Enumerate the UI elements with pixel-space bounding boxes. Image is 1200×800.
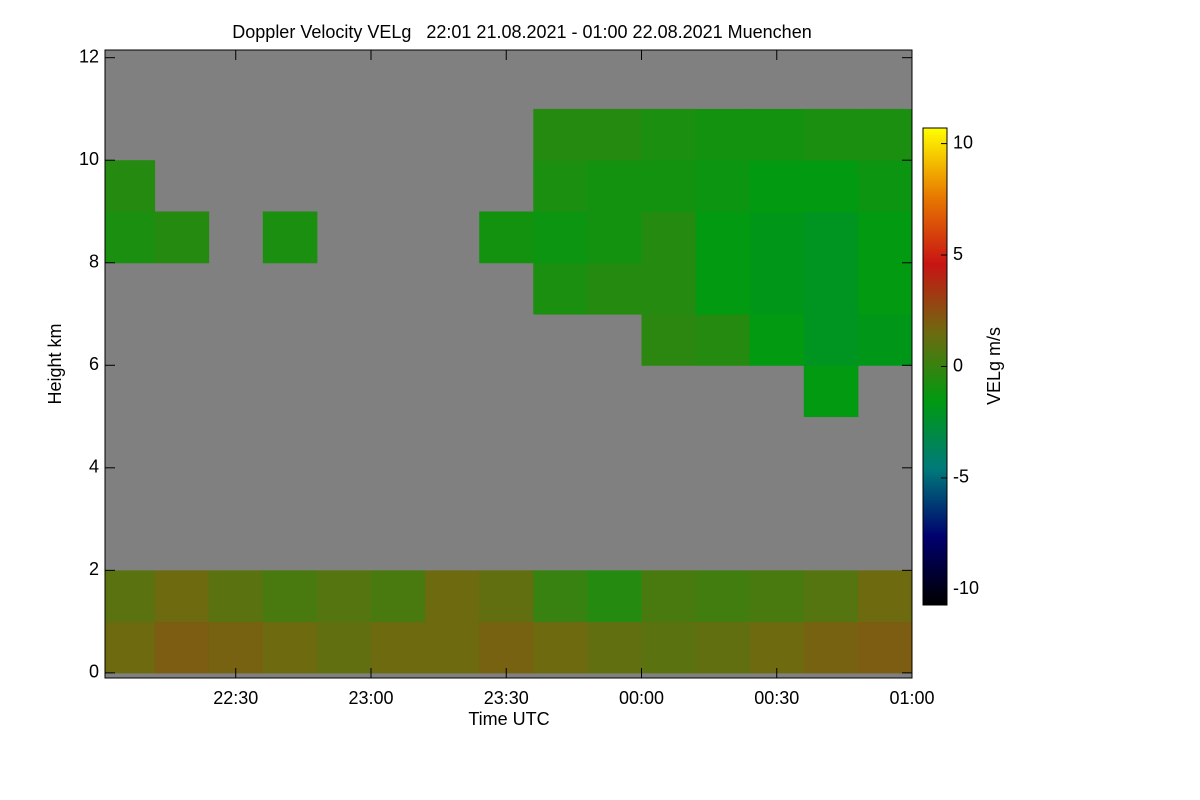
heatmap-cell [533,160,588,212]
y-tick-label: 8 [89,252,99,272]
heatmap-cell [262,570,318,623]
heatmap-cell [587,160,642,212]
heatmap-cell [105,211,156,264]
heatmap-cell [370,570,426,623]
heatmap-cell [154,621,210,674]
heatmap-cell [695,160,751,212]
heatmap-cell [857,211,912,264]
heatmap-cell [641,314,697,366]
x-tick-label: 22:30 [213,688,258,708]
colorbar-tick-label: 5 [953,244,963,264]
heatmap-cell [208,621,264,674]
heatmap-cell [587,570,642,623]
colorbar-label: VELg m/s [984,327,1004,405]
heatmap-cell [105,160,156,212]
heatmap-cell [803,108,859,161]
heatmap-cell [641,160,697,212]
heatmap-cell [316,621,372,674]
plot-area [105,50,912,678]
heatmap-cell [262,621,318,674]
heatmap-cell [262,211,318,264]
heatmap-cell [154,211,210,264]
y-tick-label: 10 [79,149,99,169]
y-tick-label: 4 [89,457,99,477]
x-tick-label: 01:00 [889,688,934,708]
heatmap-cell [208,570,264,623]
chart-title: Doppler Velocity VELg 22:01 21.08.2021 -… [232,22,811,42]
heatmap-cell [803,570,859,623]
heatmap-cell [479,211,534,264]
heatmap-cell [749,262,805,315]
heatmap-cell [695,570,751,623]
heatmap-cell [479,570,534,623]
heatmap-cell [587,262,642,315]
heatmap-cell [803,365,859,418]
heatmap-cell [695,108,751,161]
heatmap-cell [479,621,534,674]
colorbar-tick-label: 0 [953,355,963,375]
heatmap-cell [803,160,859,212]
heatmap-cell [695,314,751,366]
heatmap-cell [857,160,912,212]
heatmap-cell [749,621,805,674]
x-tick-label: 23:30 [484,688,529,708]
heatmap-cell [425,570,480,623]
heatmap-cell [533,621,588,674]
heatmap-cell [641,621,697,674]
y-tick-label: 0 [89,662,99,682]
heatmap-cell [857,314,912,366]
x-tick-label: 00:30 [754,688,799,708]
heatmap-cell [803,314,859,366]
heatmap-cell [154,570,210,623]
heatmap-cell [641,570,697,623]
heatmap-cell [105,621,156,674]
y-tick-label: 2 [89,559,99,579]
heatmap-cell [749,570,805,623]
heatmap-cell [425,621,480,674]
heatmap-cell [857,262,912,315]
heatmap-cell [587,621,642,674]
heatmap-cell [695,262,751,315]
x-axis-label: Time UTC [468,709,549,729]
heatmap-cell [749,108,805,161]
heatmap-cell [641,211,697,264]
heatmap-cell [105,570,156,623]
heatmap-cell [587,211,642,264]
y-axis-label: Height km [45,323,65,404]
y-tick-label: 12 [79,46,99,66]
heatmap-cell [695,621,751,674]
x-tick-label: 00:00 [619,688,664,708]
heatmap-cell [857,570,912,623]
heatmap-cell [749,160,805,212]
colorbar-tick-label: 10 [953,132,973,152]
x-tick-label: 23:00 [348,688,393,708]
heatmap-cell [857,621,912,674]
heatmap-cell [316,570,372,623]
heatmap-cell [641,108,697,161]
heatmap-cell [587,108,642,161]
heatmap-cell [857,108,912,161]
heatmap-cell [803,621,859,674]
heatmap-cell [533,108,588,161]
heatmap-cell [695,211,751,264]
heatmap-cell [533,262,588,315]
heatmap-cell [533,570,588,623]
heatmap-cell [533,211,588,264]
heatmap-cell [749,314,805,366]
plot-frame [104,49,913,679]
heatmap-cell [803,211,859,264]
heatmap-cell [749,211,805,264]
colorbar-tick-label: -10 [953,578,979,598]
heatmap-cell [370,621,426,674]
colorbar-tick-label: -5 [953,467,969,487]
y-tick-label: 6 [89,354,99,374]
heatmap-cell [641,262,697,315]
heatmap-cell [803,262,859,315]
